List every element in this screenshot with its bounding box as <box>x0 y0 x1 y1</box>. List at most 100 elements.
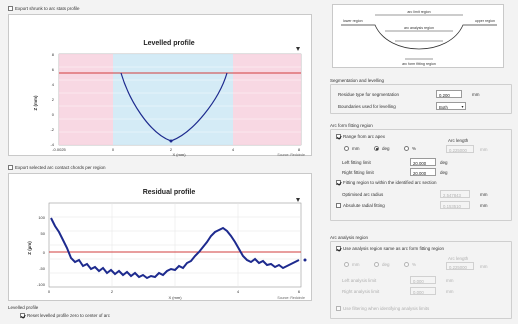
levelled-footer: Source: Redcircle <box>277 153 305 157</box>
right-analysis-label: Right analysis limit <box>342 289 380 294</box>
restrict-fitting-checkbox[interactable] <box>336 180 341 185</box>
analysis-filtering-label: Use filtering when identifying analysis … <box>343 306 430 311</box>
levelling-label: Boundaries used for levelling <box>338 104 396 109</box>
radio-mm[interactable] <box>344 146 349 151</box>
residual-xtick: 4 <box>237 289 240 294</box>
form-arc-length-value: 0.225000 <box>446 145 474 153</box>
opt-radius-value: 2.547843 <box>440 190 470 198</box>
export-shrunk-checkbox[interactable] <box>8 6 13 11</box>
analysis-radio-mm-label: mm <box>352 262 360 267</box>
left-region-shade <box>59 54 113 145</box>
right-fitting-label: Right fitting limit <box>342 170 374 175</box>
arc-regions-diagram: arc limit region lower region upper regi… <box>332 4 504 68</box>
center-region-shade <box>113 54 233 145</box>
levelled-ytick: -2 <box>50 127 54 132</box>
threshold-input[interactable]: 0.200 <box>436 90 462 98</box>
export-shrunk-label: Export shrunk to arc stats profile <box>15 6 80 11</box>
analysis-radio-mm[interactable] <box>344 262 349 267</box>
diagram-label-lower: lower region <box>343 19 363 23</box>
residual-chart-svg: 100 50 0 -50 -100 0 2 4 6 Residual profi… <box>27 189 307 300</box>
levelled-xtick: 0 <box>112 147 115 152</box>
right-analysis-unit: mm <box>446 289 454 294</box>
reset-zero-label: Reset levelled profile zero to center of… <box>27 313 111 318</box>
analysis-filtering-checkbox[interactable] <box>336 306 341 311</box>
range-from-apex-checkbox[interactable] <box>336 134 341 139</box>
range-from-apex-label: Range from arc apex <box>343 134 386 139</box>
analysis-group <box>330 241 512 319</box>
absolute-fitting-label: Absolute radial fitting <box>343 203 385 208</box>
right-analysis-input[interactable]: 0.000 <box>410 287 436 295</box>
residual-y-label: Z (µm) <box>27 241 32 255</box>
levelled-ytick: 8 <box>52 52 55 57</box>
levelled-ytick: 4 <box>52 82 55 87</box>
analysis-arc-length-label: Arc length <box>448 256 469 261</box>
analysis-title: Arc analysis region <box>330 235 369 240</box>
analysis-radio-deg-label: deg <box>382 262 390 267</box>
diagram-label-arc-limit: arc limit region <box>407 10 430 14</box>
radio-percent-label: % <box>412 146 417 151</box>
segmentation-title: Segmentation and levelling <box>330 78 385 83</box>
levelled-chart-svg: 8 6 4 2 0 -2 -4 -0.0025 0 2 4 8 Levelled… <box>33 40 305 157</box>
opt-radius-unit: mm <box>480 192 488 197</box>
analysis-radio-percent-label: % <box>412 262 417 267</box>
absolute-fitting-value: 0.153510 <box>440 201 470 209</box>
diagram-label-upper: upper region <box>475 19 495 23</box>
left-fitting-label: Left fitting limit <box>342 160 371 165</box>
levelled-profile-chart: 8 6 4 2 0 -2 -4 -0.0025 0 2 4 8 Levelled… <box>8 14 312 157</box>
levelled-x-label: X (mm) <box>172 152 186 157</box>
left-fitting-input[interactable]: 20.000 <box>410 158 436 166</box>
absolute-fitting-checkbox[interactable] <box>336 203 341 208</box>
levelled-ytick: -4 <box>50 142 54 147</box>
residual-ytick: -50 <box>39 266 46 271</box>
levelling-select-value: Both <box>439 104 448 110</box>
residual-xtick: 6 <box>298 289 301 294</box>
chevron-down-icon: ▾ <box>461 104 464 109</box>
residual-ytick: 100 <box>38 215 45 220</box>
residual-ytick: -100 <box>37 282 46 287</box>
analysis-arc-length-unit: mm <box>480 264 488 269</box>
residual-profile-chart: 100 50 0 -50 -100 0 2 4 6 Residual profi… <box>8 173 312 301</box>
levelling-select[interactable]: Both ▾ <box>436 102 466 110</box>
levelled-y-label: Z (mm) <box>33 95 38 111</box>
residual-footer: Source: Redcircle <box>277 296 305 300</box>
restrict-fitting-label: Fitting region to within the identified … <box>343 180 437 185</box>
same-region-label: Use analysis region same as arc form fit… <box>343 246 445 251</box>
right-region-shade <box>233 54 301 145</box>
residual-x-label: X (mm) <box>168 295 182 300</box>
form-arc-length-label: Arc length <box>448 138 469 143</box>
residual-xtick: 0 <box>48 289 51 294</box>
analysis-radio-deg[interactable] <box>374 262 379 267</box>
diagram-label-form-fitting: arc form fitting region <box>402 62 436 66</box>
residual-chart-title: Residual profile <box>143 189 196 196</box>
levelled-xtick: 8 <box>298 147 301 152</box>
residual-xtick: 2 <box>111 289 114 294</box>
levelled-xtick: -0.0025 <box>52 147 66 152</box>
export-chords-label: Export selected arc contact chords per r… <box>15 165 106 170</box>
residual-ytick: 0 <box>43 250 46 255</box>
same-region-checkbox[interactable] <box>336 246 341 251</box>
residual-profile-curve <box>50 217 300 280</box>
absolute-fitting-unit: mm <box>480 203 488 208</box>
form-fitting-group <box>330 129 512 221</box>
diagram-label-analysis: arc analysis region <box>404 26 434 30</box>
left-analysis-input[interactable]: 0.000 <box>410 276 436 284</box>
radio-percent[interactable] <box>404 146 409 151</box>
analysis-arc-length-value: 0.225000 <box>446 262 474 270</box>
segmentation-group <box>330 84 512 114</box>
analysis-radio-percent[interactable] <box>404 262 409 267</box>
threshold-label: Residue type for segmentation <box>338 92 400 97</box>
reset-zero-checkbox[interactable] <box>20 313 25 318</box>
levelled-xtick: 4 <box>232 147 235 152</box>
bottom-section-label: Levelled profile <box>8 305 39 310</box>
threshold-unit: mm <box>472 92 480 97</box>
opt-radius-label: Optimised arc radius <box>342 192 384 197</box>
radio-deg[interactable] <box>374 146 379 151</box>
left-analysis-unit: mm <box>446 278 454 283</box>
radio-deg-label: deg <box>382 146 390 151</box>
form-fitting-title: Arc form fitting region <box>330 123 373 128</box>
levelled-chart-title: Levelled profile <box>143 40 194 47</box>
right-fitting-input[interactable]: 20.000 <box>410 168 436 176</box>
left-analysis-label: Left analysis limit <box>342 278 377 283</box>
export-chords-checkbox[interactable] <box>8 165 13 170</box>
levelled-xtick: 2 <box>170 147 173 152</box>
